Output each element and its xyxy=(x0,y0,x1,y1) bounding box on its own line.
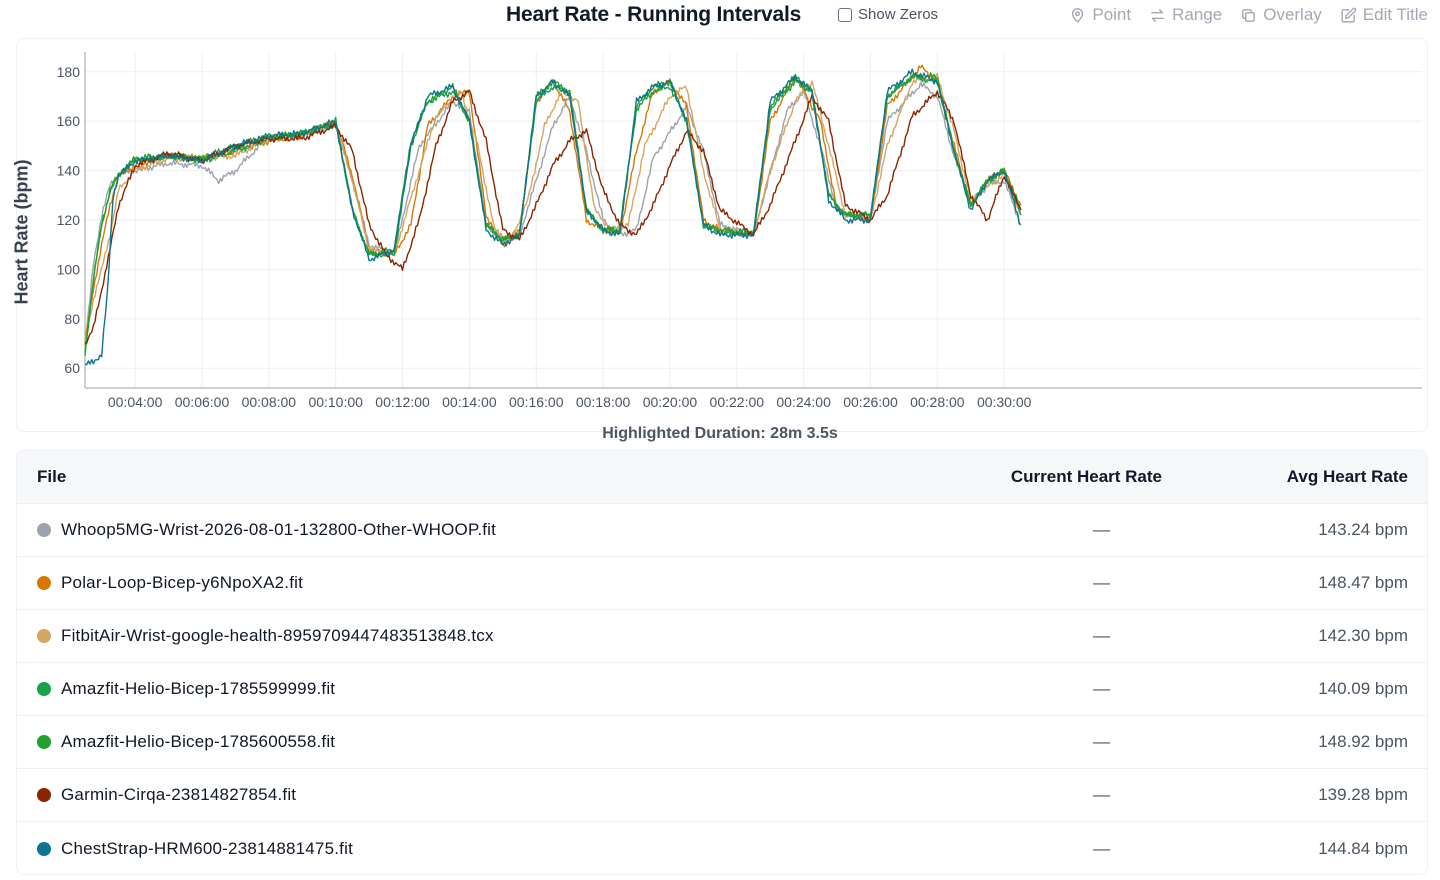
y-tick-label: 100 xyxy=(57,261,81,277)
series-color-dot[interactable] xyxy=(37,788,51,802)
x-tick-label: 00:26:00 xyxy=(843,394,898,410)
avg-heart-rate-cell: 148.92 bpm xyxy=(1318,732,1408,751)
file-cell: Amazfit-Helio-Bicep-1785600558.fit xyxy=(17,732,917,752)
x-tick-label: 00:20:00 xyxy=(643,394,698,410)
edit-title-label: Edit Title xyxy=(1362,5,1428,24)
chart-title[interactable]: Heart Rate - Running Intervals xyxy=(506,3,802,26)
table-header: File Current Heart Rate Avg Heart Rate xyxy=(17,451,1427,504)
range-label: Range xyxy=(1172,5,1223,24)
file-name: Polar-Loop-Bicep-y6NpoXA2.fit xyxy=(61,573,304,592)
file-name: FitbitAir-Wrist-google-health-8959709447… xyxy=(61,626,494,645)
chart-header: Heart Rate - Running Intervals Show Zero… xyxy=(0,0,1440,34)
table-row[interactable]: Garmin-Cirqa-23814827854.fit — 139.28 bpm xyxy=(17,769,1427,822)
x-tick-label: 00:04:00 xyxy=(108,394,163,410)
avg-heart-rate-cell: 148.47 bpm xyxy=(1318,573,1408,592)
series-line xyxy=(84,81,1022,350)
y-tick-label: 120 xyxy=(57,212,81,228)
table-body: Whoop5MG-Wrist-2026-08-01-132800-Other-W… xyxy=(17,504,1427,874)
x-tick-label: 00:06:00 xyxy=(175,394,230,410)
current-heart-rate-cell: — xyxy=(1093,785,1110,804)
series-line xyxy=(84,74,1022,353)
series-color-dot[interactable] xyxy=(37,629,51,643)
x-tick-label: 00:12:00 xyxy=(375,394,430,410)
pin-icon xyxy=(1072,7,1084,23)
current-heart-rate-cell: — xyxy=(1093,626,1110,645)
x-tick-label: 00:14:00 xyxy=(442,394,497,410)
file-cell: Amazfit-Helio-Bicep-1785599999.fit xyxy=(17,679,917,699)
table-row[interactable]: ChestStrap-HRM600-23814881475.fit — 144.84… xyxy=(17,822,1427,874)
avg-heart-rate-cell: 140.09 bpm xyxy=(1318,679,1408,698)
file-cell: FitbitAir-Wrist-google-health-8959709447… xyxy=(17,626,917,646)
arrows-icon xyxy=(1151,8,1164,22)
x-tick-label: 00:08:00 xyxy=(242,394,297,410)
file-cell: Garmin-Cirqa-23814827854.fit xyxy=(17,785,917,805)
current-heart-rate-cell: — xyxy=(1093,838,1110,858)
show-zeros-checkbox[interactable] xyxy=(838,7,852,22)
series-line xyxy=(84,68,1022,366)
file-name: ChestStrap-HRM600-23814881475.fit xyxy=(61,838,353,858)
file-cell: ChestStrap-HRM600-23814881475.fit xyxy=(17,839,917,859)
table-row[interactable]: Polar-Loop-Bicep-y6NpoXA2.fit — 148.47 bpm xyxy=(17,557,1427,610)
chart-card xyxy=(16,38,1428,432)
show-zeros-label: Show Zeros xyxy=(858,6,939,23)
y-axis-label: Heart Rate (bpm) xyxy=(11,159,32,305)
series-color-dot[interactable] xyxy=(37,682,51,696)
x-tick-label: 00:28:00 xyxy=(910,394,965,410)
current-heart-rate-cell: — xyxy=(1093,679,1110,698)
edit-title-button[interactable]: Edit Title xyxy=(1340,5,1428,25)
file-name: Whoop5MG-Wrist-2026-08-01-132800-Other-W… xyxy=(61,520,497,539)
y-tick-label: 160 xyxy=(57,113,81,129)
point-button[interactable]: Point xyxy=(1069,5,1131,25)
point-label: Point xyxy=(1092,5,1132,24)
y-tick-label: 80 xyxy=(64,311,80,327)
chart-actions: Point Range Overlay Edit Title xyxy=(1069,5,1428,25)
x-tick-label: 00:18:00 xyxy=(576,394,631,410)
series-color-dot[interactable] xyxy=(37,735,51,749)
file-name: Amazfit-Helio-Bicep-1785600558.fit xyxy=(61,732,336,751)
current-heart-rate-cell: — xyxy=(1093,573,1110,592)
avg-heart-rate-cell: 143.24 bpm xyxy=(1318,520,1408,539)
file-name: Garmin-Cirqa-23814827854.fit xyxy=(61,785,297,804)
file-cell: Whoop5MG-Wrist-2026-08-01-132800-Other-W… xyxy=(17,520,917,540)
current-heart-rate-cell: — xyxy=(1093,520,1110,539)
table-row[interactable]: Amazfit-Helio-Bicep-1785599999.fit — 140.0… xyxy=(17,663,1427,716)
highlighted-duration: Highlighted Duration: 28m 3.5s xyxy=(602,425,838,442)
x-tick-label: 00:24:00 xyxy=(776,394,831,410)
y-tick-label: 60 xyxy=(64,360,80,376)
series-line xyxy=(85,89,1022,344)
column-file[interactable]: File xyxy=(37,467,67,486)
avg-heart-rate-cell: 139.28 bpm xyxy=(1318,785,1408,804)
file-name: Amazfit-Helio-Bicep-1785599999.fit xyxy=(61,679,336,698)
x-tick-label: 00:10:00 xyxy=(308,394,363,410)
heart-rate-chart[interactable]: 60 80 100 120 140 160 180 00:04:00 00:06:00 00:08… xyxy=(0,0,1440,420)
current-heart-rate-cell: — xyxy=(1093,732,1110,751)
overlay-button[interactable]: Overlay xyxy=(1240,5,1322,25)
x-tick-label: 00:30:00 xyxy=(977,394,1032,410)
avg-heart-rate-cell: 144.84 bpm xyxy=(1318,838,1408,858)
x-tick-label: 00:22:00 xyxy=(710,394,765,410)
table-row[interactable]: Amazfit-Helio-Bicep-1785600558.fit — 148.9… xyxy=(17,716,1427,769)
show-zeros-toggle[interactable]: Show Zeros xyxy=(838,6,938,23)
column-avg-heart-rate[interactable]: Avg Heart Rate xyxy=(1286,467,1408,486)
overlay-label: Overlay xyxy=(1263,5,1322,24)
series-color-dot[interactable] xyxy=(37,841,51,856)
edit-icon xyxy=(1341,7,1357,23)
x-tick-label: 00:16:00 xyxy=(509,394,564,410)
y-tick-label: 180 xyxy=(57,64,81,80)
table-row[interactable]: FitbitAir-Wrist-google-health-8959709447… xyxy=(17,610,1427,663)
column-current-heart-rate[interactable]: Current Heart Rate xyxy=(1010,467,1162,486)
file-cell: Polar-Loop-Bicep-y6NpoXA2.fit xyxy=(17,573,917,593)
range-button[interactable]: Range xyxy=(1149,5,1222,25)
series-color-dot[interactable] xyxy=(37,523,51,537)
y-tick-label: 140 xyxy=(57,163,81,179)
copy-icon xyxy=(1242,8,1256,22)
avg-heart-rate-cell: 142.30 bpm xyxy=(1318,626,1408,645)
series-color-dot[interactable] xyxy=(37,576,51,590)
table-row[interactable]: Whoop5MG-Wrist-2026-08-01-132800-Other-W… xyxy=(17,504,1427,557)
file-table: File Current Heart Rate Avg Heart Rate W… xyxy=(16,450,1428,875)
series-line xyxy=(84,72,1022,356)
